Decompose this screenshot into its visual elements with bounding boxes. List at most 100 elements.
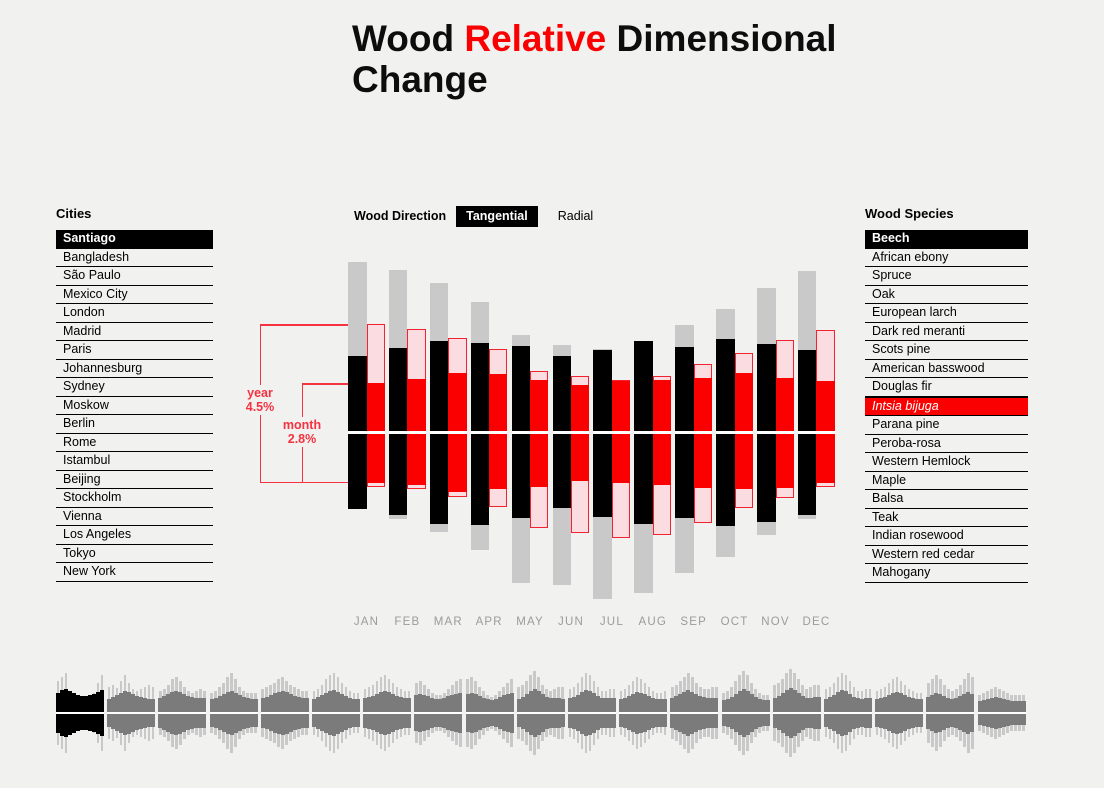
glyph-midline-gap (363, 711, 412, 715)
species-item-indian-rosewood[interactable]: Indian rosewood (865, 527, 1028, 546)
month-annotation: month 2.8% (279, 417, 325, 447)
city-item-stockholm[interactable]: Stockholm (56, 489, 213, 508)
species-item-beech[interactable]: Beech (865, 230, 1028, 249)
month-label-apr: APR (475, 616, 503, 628)
glyph-midline-gap (414, 711, 463, 715)
species-item-scots-pine[interactable]: Scots pine (865, 341, 1028, 360)
year-annotation-label: year (247, 386, 273, 400)
city-glyph-s-o-paulo[interactable] (158, 667, 207, 759)
glyph-midline-gap (619, 711, 668, 715)
species-item-balsa[interactable]: Balsa (865, 490, 1028, 509)
city-glyph-moskow[interactable] (516, 667, 565, 759)
glyph-midline-gap (312, 711, 360, 715)
species-item-intsia-bijuga[interactable]: Intsia bijuga (865, 396, 1028, 416)
baseline-gap-jun-0 (552, 430, 571, 434)
baseline-gap-oct-0 (716, 430, 735, 434)
year-bracket-top (259, 324, 349, 326)
glyph-midline-gap (465, 711, 514, 715)
baseline-gap-apr-0 (470, 430, 490, 434)
city-item-s-o-paulo[interactable]: São Paulo (56, 267, 213, 286)
city-item-madrid[interactable]: Madrid (56, 323, 213, 341)
city-glyph-paris[interactable] (363, 667, 412, 759)
city-item-berlin[interactable]: Berlin (56, 415, 213, 434)
month-label-feb: FEB (394, 616, 421, 628)
city-glyph-stockholm[interactable] (772, 667, 821, 759)
glyph-midline-gap (926, 711, 975, 715)
city-glyph-los-angeles[interactable] (875, 667, 924, 759)
species-item-african-ebony[interactable]: African ebony (865, 249, 1028, 267)
baseline-gap-feb-1 (407, 430, 426, 434)
city-glyph-beijing[interactable] (721, 667, 770, 759)
baseline-gap-may-1 (530, 430, 549, 434)
city-item-mexico-city[interactable]: Mexico City (56, 286, 213, 304)
city-glyph-vienna[interactable] (824, 667, 872, 759)
city-glyph-london[interactable] (260, 667, 309, 759)
baseline-gap-jul-1 (611, 430, 631, 434)
city-item-sydney[interactable]: Sydney (56, 378, 213, 397)
baseline-gap-sep-1 (693, 430, 712, 434)
species-item-douglas-fir[interactable]: Douglas fir (865, 378, 1028, 397)
species-item-teak[interactable]: Teak (865, 509, 1028, 527)
baseline-gap-jan-0 (348, 430, 367, 434)
glyph-midline-gap (209, 711, 258, 715)
species-panel: Wood Species Beech African ebony Spruce Oak… (865, 206, 1028, 583)
year-annotation-value: 4.5% (245, 400, 275, 414)
month-label-nov: NOV (761, 616, 790, 628)
baseline-gap-nov-1 (775, 430, 794, 434)
baseline-gap-aug-1 (652, 430, 672, 434)
year-annotation: year 4.5% (242, 385, 278, 415)
species-item-maple[interactable]: Maple (865, 472, 1028, 490)
city-item-los-angeles[interactable]: Los Angeles (56, 526, 213, 545)
species-item-european-larch[interactable]: European larch (865, 304, 1028, 323)
city-item-london[interactable]: London (56, 304, 213, 323)
city-item-johannesburg[interactable]: Johannesburg (56, 360, 213, 378)
species-item-western-hemlock[interactable]: Western Hemlock (865, 453, 1028, 472)
city-item-vienna[interactable]: Vienna (56, 508, 213, 526)
baseline-gap-mar-0 (429, 430, 449, 434)
species-item-spruce[interactable]: Spruce (865, 267, 1028, 286)
city-item-paris[interactable]: Paris (56, 341, 213, 360)
city-glyph-tokyo[interactable] (926, 667, 975, 759)
city-glyph-bangladesh[interactable] (107, 667, 156, 759)
species-item-parana-pine[interactable]: Parana pine (865, 416, 1028, 435)
baseline-gap-apr-1 (489, 430, 508, 434)
month-label-jul: JUL (599, 616, 624, 628)
city-item-rome[interactable]: Rome (56, 434, 213, 452)
glyph-midline-gap (260, 711, 309, 715)
city-glyph-istambul[interactable] (670, 667, 719, 759)
cities-panel: Cities Santiago Bangladesh São Paulo Mexico… (56, 206, 213, 582)
city-item-istambul[interactable]: Istambul (56, 452, 213, 471)
city-item-santiago[interactable]: Santiago (56, 230, 213, 249)
title-highlight: Relative (464, 18, 607, 59)
city-glyph-new-york[interactable] (977, 667, 1026, 759)
glyph-midline-gap (670, 711, 719, 715)
city-item-beijing[interactable]: Beijing (56, 471, 213, 489)
direction-option-tangential[interactable]: Tangential (456, 206, 538, 227)
city-glyph-mexico-city[interactable] (209, 667, 258, 759)
glyph-midline-gap (875, 711, 924, 715)
city-item-tokyo[interactable]: Tokyo (56, 545, 213, 563)
city-glyph-johannesburg[interactable] (414, 667, 463, 759)
baseline-gap-jan-1 (366, 430, 385, 434)
species-item-western-red-cedar[interactable]: Western red cedar (865, 546, 1028, 564)
species-item-american-basswood[interactable]: American basswood (865, 360, 1028, 378)
city-glyph-sydney[interactable] (465, 667, 514, 759)
glyph-midline-gap (772, 711, 821, 715)
month-label-oct: OCT (720, 616, 749, 628)
city-glyph-rome[interactable] (619, 667, 668, 759)
species-item-mahogany[interactable]: Mahogany (865, 564, 1028, 583)
city-glyph-santiago[interactable] (56, 667, 104, 759)
city-item-bangladesh[interactable]: Bangladesh (56, 249, 213, 267)
baseline-gap-jun-1 (571, 430, 590, 434)
baseline-gap-feb-0 (388, 430, 408, 434)
direction-option-radial[interactable]: Radial (557, 209, 594, 223)
species-item-dark-red-meranti[interactable]: Dark red meranti (865, 323, 1028, 341)
city-item-new-york[interactable]: New York (56, 563, 213, 582)
city-item-moskow[interactable]: Moskow (56, 397, 213, 415)
city-glyph-berlin[interactable] (568, 667, 616, 759)
species-item-oak[interactable]: Oak (865, 286, 1028, 304)
species-item-peroba-rosa[interactable]: Peroba-rosa (865, 435, 1028, 453)
glyph-midline-gap (516, 711, 565, 715)
city-glyph-madrid[interactable] (312, 667, 360, 759)
